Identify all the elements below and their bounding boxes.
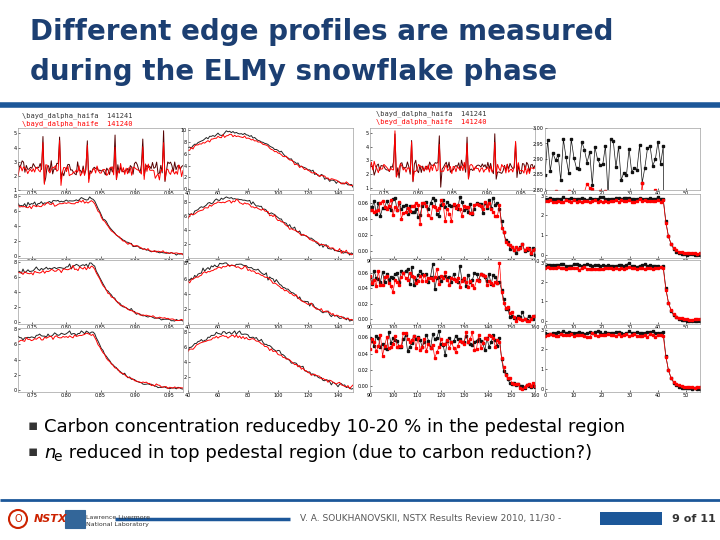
Text: \bayd_dalpha_haifa  141241: \bayd_dalpha_haifa 141241: [22, 112, 132, 119]
Text: ▪: ▪: [28, 444, 38, 459]
Text: National Laboratory: National Laboratory: [86, 522, 149, 527]
Text: NSTX: NSTX: [34, 514, 68, 524]
Text: Different edge profiles are measured: Different edge profiles are measured: [30, 18, 613, 46]
Text: reduced in top pedestal region (due to carbon reduction?): reduced in top pedestal region (due to c…: [63, 444, 592, 462]
Text: \bayd_dalpha_haife  141240: \bayd_dalpha_haife 141240: [22, 120, 132, 127]
Text: O: O: [14, 514, 22, 524]
Text: Carbon concentration reducedby 10-20 % in the pedestal region: Carbon concentration reducedby 10-20 % i…: [44, 418, 625, 436]
Text: n: n: [44, 444, 55, 462]
Text: 9 of 11: 9 of 11: [672, 514, 716, 524]
Text: Lawrence Livermore: Lawrence Livermore: [86, 515, 150, 520]
Bar: [65, 510, 85, 528]
Text: \beyd_dalpha_haife  141240: \beyd_dalpha_haife 141240: [376, 118, 487, 125]
Bar: [600, 512, 662, 525]
Text: \bayd_dalpha_haifa  141241: \bayd_dalpha_haifa 141241: [376, 110, 487, 117]
Text: ▪: ▪: [28, 418, 38, 433]
Text: e: e: [53, 450, 61, 464]
Text: V. A. SOUKHANOVSKII, NSTX Results Review 2010, 11/30 -: V. A. SOUKHANOVSKII, NSTX Results Review…: [300, 515, 562, 523]
Text: during the ELMy snowflake phase: during the ELMy snowflake phase: [30, 58, 557, 86]
